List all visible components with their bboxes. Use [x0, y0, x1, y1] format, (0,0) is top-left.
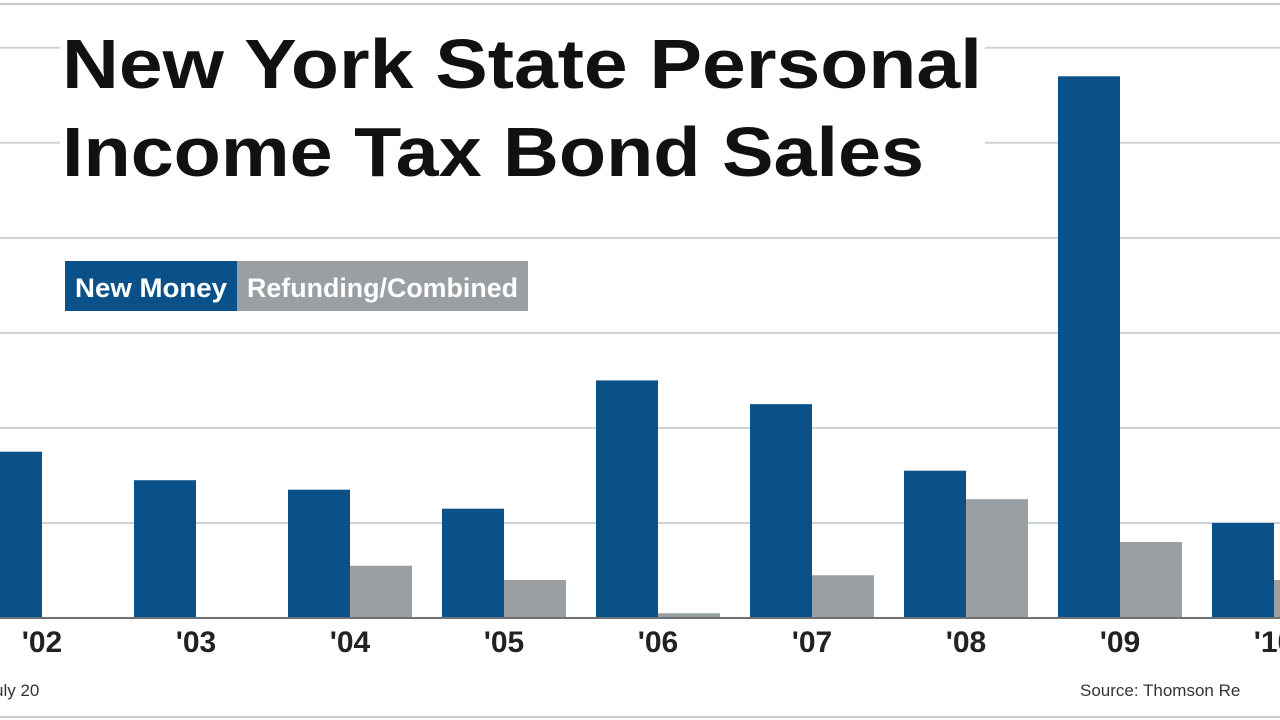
source: Source: Thomson Re [1080, 681, 1240, 700]
x-tick-label: '08 [946, 626, 987, 659]
bar [658, 613, 720, 618]
x-tick-label: '02 [22, 626, 63, 659]
legend: New Money Refunding/Combined [65, 261, 528, 311]
legend-swatch [65, 261, 237, 311]
x-tick-label: '09 [1100, 626, 1141, 659]
bar [134, 480, 196, 618]
x-tick-label: '04 [330, 626, 371, 659]
title-backdrop [60, 22, 985, 192]
legend-label: Refunding/Combined [247, 273, 518, 303]
legend-label: New Money [75, 273, 227, 303]
bar [596, 380, 658, 618]
bar [1274, 579, 1280, 618]
bar [750, 404, 812, 618]
bar [0, 451, 42, 618]
x-tick-label: '07 [792, 626, 833, 659]
x-tick-label: '03 [176, 626, 217, 659]
x-tick-label: '10 [1254, 626, 1280, 659]
bar [1212, 522, 1274, 618]
footnote: uly 20 [0, 681, 39, 700]
bar [504, 579, 566, 618]
bar [1058, 76, 1120, 619]
chart-title: New York State Personal [62, 25, 982, 103]
bars [0, 76, 1280, 619]
bar [442, 508, 504, 618]
bar [288, 489, 350, 618]
chart-title: Income Tax Bond Sales [62, 113, 924, 191]
x-tick-label: '06 [638, 626, 679, 659]
bar [904, 470, 966, 618]
bar [966, 499, 1028, 618]
bar [1120, 541, 1182, 618]
legend-swatch [237, 261, 528, 311]
x-tick-label: '05 [484, 626, 525, 659]
bar [812, 575, 874, 618]
bar [350, 565, 412, 618]
